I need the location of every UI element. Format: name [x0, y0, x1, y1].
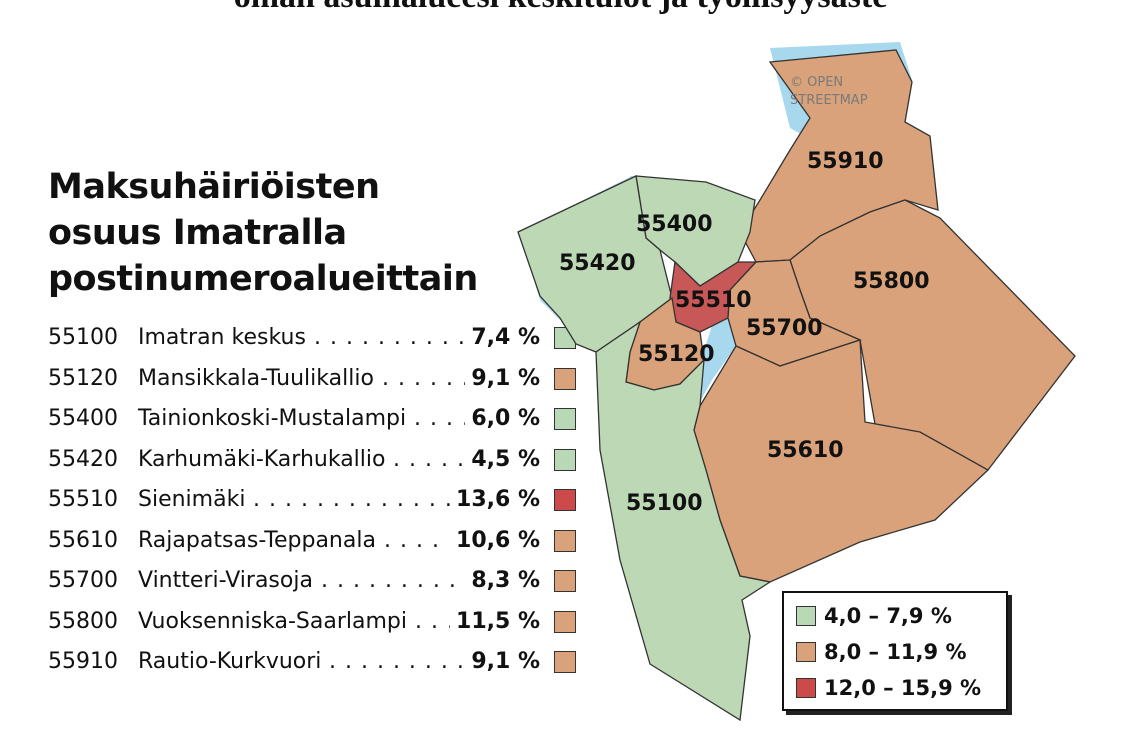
area-code: 55510 [48, 487, 118, 512]
area-row: 55610 Rajapatsas-Teppanala 10,6 %. . . . .… [48, 521, 588, 561]
area-color-swatch [554, 570, 576, 592]
area-row: 55100 Imatran keskus 7,4 %. . . . . . . . … [48, 318, 588, 358]
area-code: 55420 [48, 446, 118, 472]
area-color-swatch [554, 448, 576, 471]
osm-attribution-line-1: © OPEN [790, 75, 843, 90]
legend-range: 4,0 – 7,9 % [824, 604, 952, 628]
area-code: 55400 [48, 406, 118, 431]
area-name: Karhumäki-Karhukallio [138, 446, 386, 472]
map-label-55610: 55610 [767, 438, 844, 463]
area-color-swatch [554, 610, 576, 633]
area-name: Mansikkala-Tuulikallio [138, 365, 374, 391]
legend-item: 8,0 – 11,9 % [796, 637, 967, 667]
map-label-55120: 55120 [638, 342, 715, 367]
map-labels: © OPEN STREETMAP 55910 55400 55420 55800… [559, 75, 930, 516]
map-label-55700: 55700 [746, 316, 823, 341]
area-code: 55120 [48, 365, 118, 391]
title-line-3: postinumeroalueittain [48, 259, 478, 299]
map-label-55100: 55100 [626, 491, 703, 516]
area-share: 9,1 % [471, 649, 540, 674]
area-code: 55610 [48, 527, 118, 553]
map-title: Maksuhäiriöisten osuus Imatralla postinu… [48, 164, 478, 302]
leader-dots: . . . . . . . . . . . . . . . [321, 568, 465, 593]
area-color-swatch [554, 408, 576, 430]
top-caption-partial: oman asuinalueesi keskitulot ja työllisy… [0, 0, 1121, 16]
legend-swatch [796, 678, 816, 698]
map-label-55800: 55800 [853, 269, 930, 294]
area-row: 55120 Mansikkala-Tuulikallio 9,1 %. . . . … [48, 359, 588, 399]
area-share: 7,4 % [471, 325, 540, 350]
area-row: 55800 Vuoksenniska-Saarlampi 11,5 %. . . . [48, 602, 588, 642]
legend-item: 12,0 – 15,9 % [796, 673, 981, 703]
area-name: Sienimäki [138, 487, 246, 512]
area-row: 55510 Sienimäki 13,6 %. . . . . . . . . . … [48, 480, 588, 520]
leader-dots: . . . . . . . [384, 527, 450, 553]
legend-range: 12,0 – 15,9 % [824, 676, 982, 700]
title-line-2: osuus Imatralla [48, 213, 347, 253]
area-share: 13,6 % [456, 487, 540, 512]
map-label-55510: 55510 [675, 288, 752, 313]
area-name: Rajapatsas-Teppanala [138, 527, 376, 553]
legend-swatch [796, 606, 816, 626]
legend-swatch [796, 642, 816, 662]
leader-dots: . . . . [415, 608, 450, 634]
area-share: 4,5 % [471, 446, 540, 472]
leader-dots: . . . . . . . . . . . . . . . . . . . . [253, 487, 450, 512]
leader-dots: . . . . . . [414, 406, 465, 431]
area-share: 10,6 % [456, 527, 540, 553]
area-row: 55910 Rautio-Kurkvuori 9,1 %. . . . . . . … [48, 642, 588, 682]
area-code: 55100 [48, 325, 118, 350]
area-color-swatch [554, 489, 576, 511]
area-row: 55700 Vintteri-Virasoja 8,3 %. . . . . . .… [48, 561, 588, 601]
area-color-swatch [554, 367, 576, 390]
area-polygons [517, 49, 1076, 722]
area-55100 [595, 320, 772, 722]
area-color-swatch [554, 529, 576, 552]
area-name: Imatran keskus [138, 325, 306, 350]
map-label-55400: 55400 [636, 212, 713, 237]
area-row: 55400 Tainionkoski-Mustalampi 6,0 %. . . .… [48, 399, 588, 439]
map-label-55910: 55910 [807, 149, 884, 174]
area-code: 55700 [48, 568, 118, 593]
area-share: 8,3 % [471, 568, 540, 593]
area-share: 6,0 % [471, 406, 540, 431]
map-label-55420: 55420 [559, 251, 636, 276]
area-code: 55910 [48, 649, 118, 674]
osm-attribution-line-2: STREETMAP [790, 93, 868, 108]
legend-item: 4,0 – 7,9 % [796, 601, 952, 631]
legend-range: 8,0 – 11,9 % [824, 640, 967, 664]
area-share: 9,1 % [471, 365, 540, 391]
area-code: 55800 [48, 608, 118, 634]
area-share: 11,5 % [456, 608, 540, 634]
area-name: Tainionkoski-Mustalampi [138, 406, 407, 431]
leader-dots: . . . . . . . . . [382, 365, 465, 391]
area-name: Rautio-Kurkvuori [138, 649, 322, 674]
area-name: Vuoksenniska-Saarlampi [138, 608, 408, 634]
area-row: 55420 Karhumäki-Karhukallio 4,5 %. . . . .… [48, 440, 588, 480]
area-name: Vintteri-Virasoja [138, 568, 313, 593]
map-legend: 4,0 – 7,9 % 8,0 – 11,9 % 12,0 – 15,9 % [782, 591, 1008, 711]
leader-dots: . . . . . . . . [393, 446, 465, 472]
leader-dots: . . . . . . . . . . . . . . [329, 649, 465, 674]
leader-dots: . . . . . . . . . . . . . . . . [314, 325, 465, 350]
title-line-1: Maksuhäiriöisten [48, 167, 380, 207]
area-color-swatch [554, 651, 576, 673]
